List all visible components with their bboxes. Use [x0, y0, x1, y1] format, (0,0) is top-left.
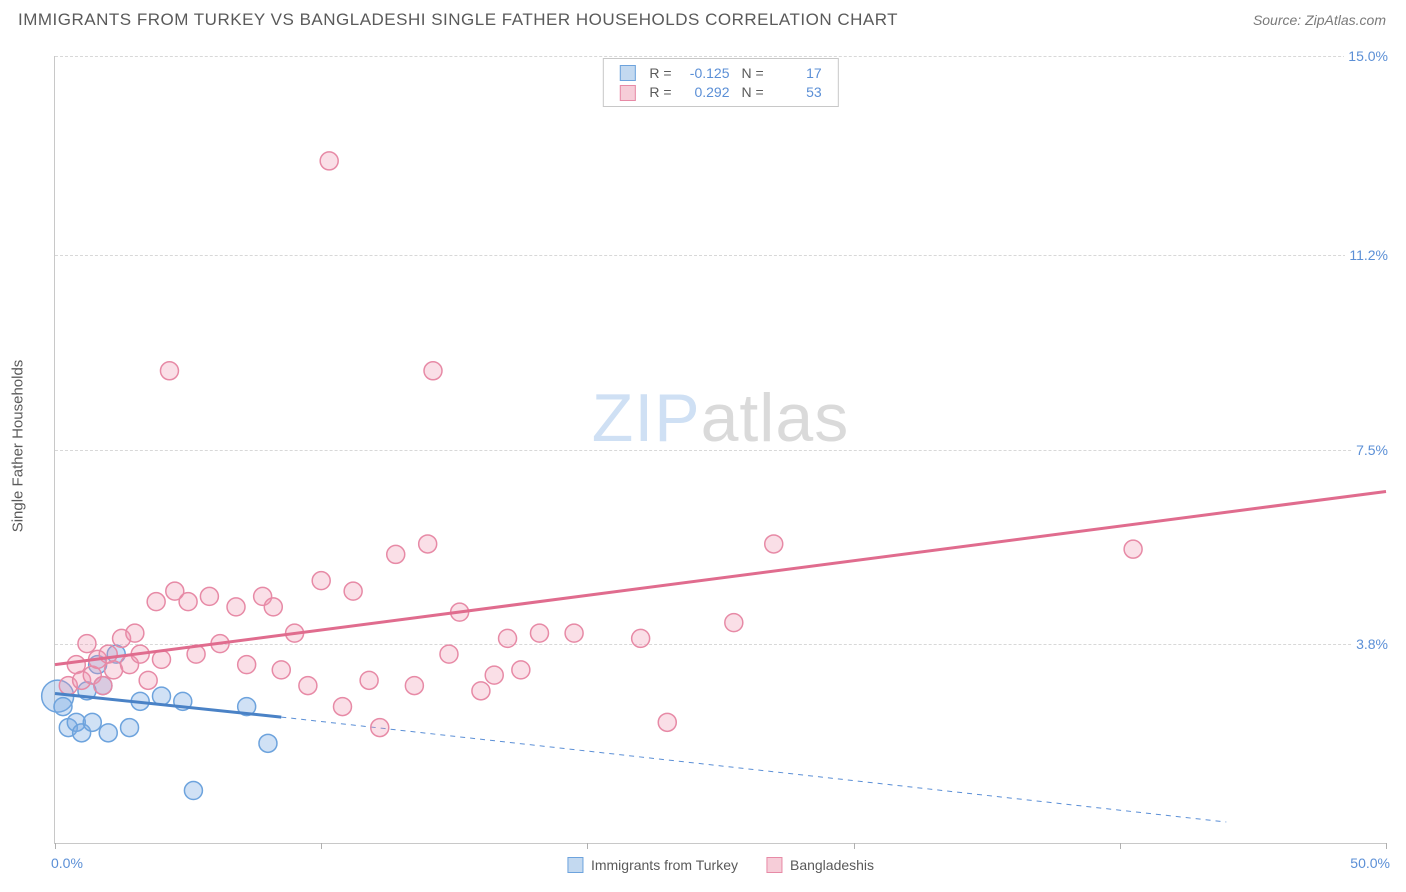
chart-title: IMMIGRANTS FROM TURKEY VS BANGLADESHI SI…: [18, 10, 898, 30]
x-tick: [1386, 843, 1387, 849]
scatter-point: [360, 671, 378, 689]
legend-correlation: R = -0.125 N = 17 R = 0.292 N = 53: [602, 58, 838, 107]
x-tick: [55, 843, 56, 849]
scatter-point: [499, 629, 517, 647]
trend-line-extended: [281, 717, 1226, 822]
scatter-point: [419, 535, 437, 553]
scatter-point: [126, 624, 144, 642]
scatter-point: [54, 698, 72, 716]
trend-line: [55, 491, 1386, 664]
scatter-point: [83, 713, 101, 731]
scatter-point: [121, 719, 139, 737]
scatter-point: [238, 656, 256, 674]
scatter-point: [139, 671, 157, 689]
legend-label-turkey: Immigrants from Turkey: [591, 857, 738, 873]
r-value-turkey: -0.125: [684, 65, 730, 81]
scatter-svg: [55, 56, 1386, 843]
r-value-bangladeshi: 0.292: [684, 84, 730, 100]
scatter-point: [272, 661, 290, 679]
legend-item-turkey: Immigrants from Turkey: [567, 857, 738, 873]
swatch-bangladeshi-icon: [766, 857, 782, 873]
scatter-point: [152, 687, 170, 705]
scatter-point: [472, 682, 490, 700]
scatter-point: [320, 152, 338, 170]
scatter-point: [200, 587, 218, 605]
chart-header: IMMIGRANTS FROM TURKEY VS BANGLADESHI SI…: [0, 0, 1406, 38]
legend-label-bangladeshi: Bangladeshis: [790, 857, 874, 873]
x-tick: [1120, 843, 1121, 849]
x-tick-label: 50.0%: [1350, 855, 1390, 871]
r-label: R =: [643, 82, 677, 101]
y-axis-title: Single Father Households: [10, 360, 27, 533]
scatter-point: [179, 593, 197, 611]
legend-item-bangladeshi: Bangladeshis: [766, 857, 874, 873]
scatter-point: [405, 677, 423, 695]
scatter-point: [765, 535, 783, 553]
scatter-point: [440, 645, 458, 663]
scatter-point: [424, 362, 442, 380]
swatch-bangladeshi: [619, 85, 635, 101]
chart-source: Source: ZipAtlas.com: [1253, 12, 1386, 28]
scatter-point: [387, 545, 405, 563]
scatter-point: [264, 598, 282, 616]
legend-row-turkey: R = -0.125 N = 17: [613, 63, 827, 82]
scatter-point: [184, 782, 202, 800]
scatter-point: [299, 677, 317, 695]
scatter-point: [333, 698, 351, 716]
x-tick-label: 0.0%: [51, 855, 83, 871]
x-tick: [854, 843, 855, 849]
scatter-point: [632, 629, 650, 647]
scatter-point: [512, 661, 530, 679]
n-label: N =: [736, 82, 770, 101]
scatter-point: [371, 719, 389, 737]
scatter-point: [147, 593, 165, 611]
r-label: R =: [643, 63, 677, 82]
scatter-point: [485, 666, 503, 684]
x-tick: [321, 843, 322, 849]
scatter-point: [1124, 540, 1142, 558]
scatter-point: [227, 598, 245, 616]
scatter-point: [344, 582, 362, 600]
legend-series: Immigrants from Turkey Bangladeshis: [567, 857, 874, 873]
n-value-turkey: 17: [776, 65, 822, 81]
chart-plot-area: ZIPatlas R = -0.125 N = 17 R = 0.292 N =…: [54, 56, 1386, 844]
n-label: N =: [736, 63, 770, 82]
scatter-point: [565, 624, 583, 642]
scatter-point: [658, 713, 676, 731]
scatter-point: [160, 362, 178, 380]
n-value-bangladeshi: 53: [776, 84, 822, 100]
swatch-turkey-icon: [567, 857, 583, 873]
scatter-point: [94, 677, 112, 695]
scatter-point: [725, 614, 743, 632]
x-tick: [587, 843, 588, 849]
scatter-point: [78, 635, 96, 653]
legend-row-bangladeshi: R = 0.292 N = 53: [613, 82, 827, 101]
scatter-point: [259, 734, 277, 752]
scatter-point: [99, 724, 117, 742]
swatch-turkey: [619, 65, 635, 81]
scatter-point: [312, 572, 330, 590]
scatter-point: [530, 624, 548, 642]
